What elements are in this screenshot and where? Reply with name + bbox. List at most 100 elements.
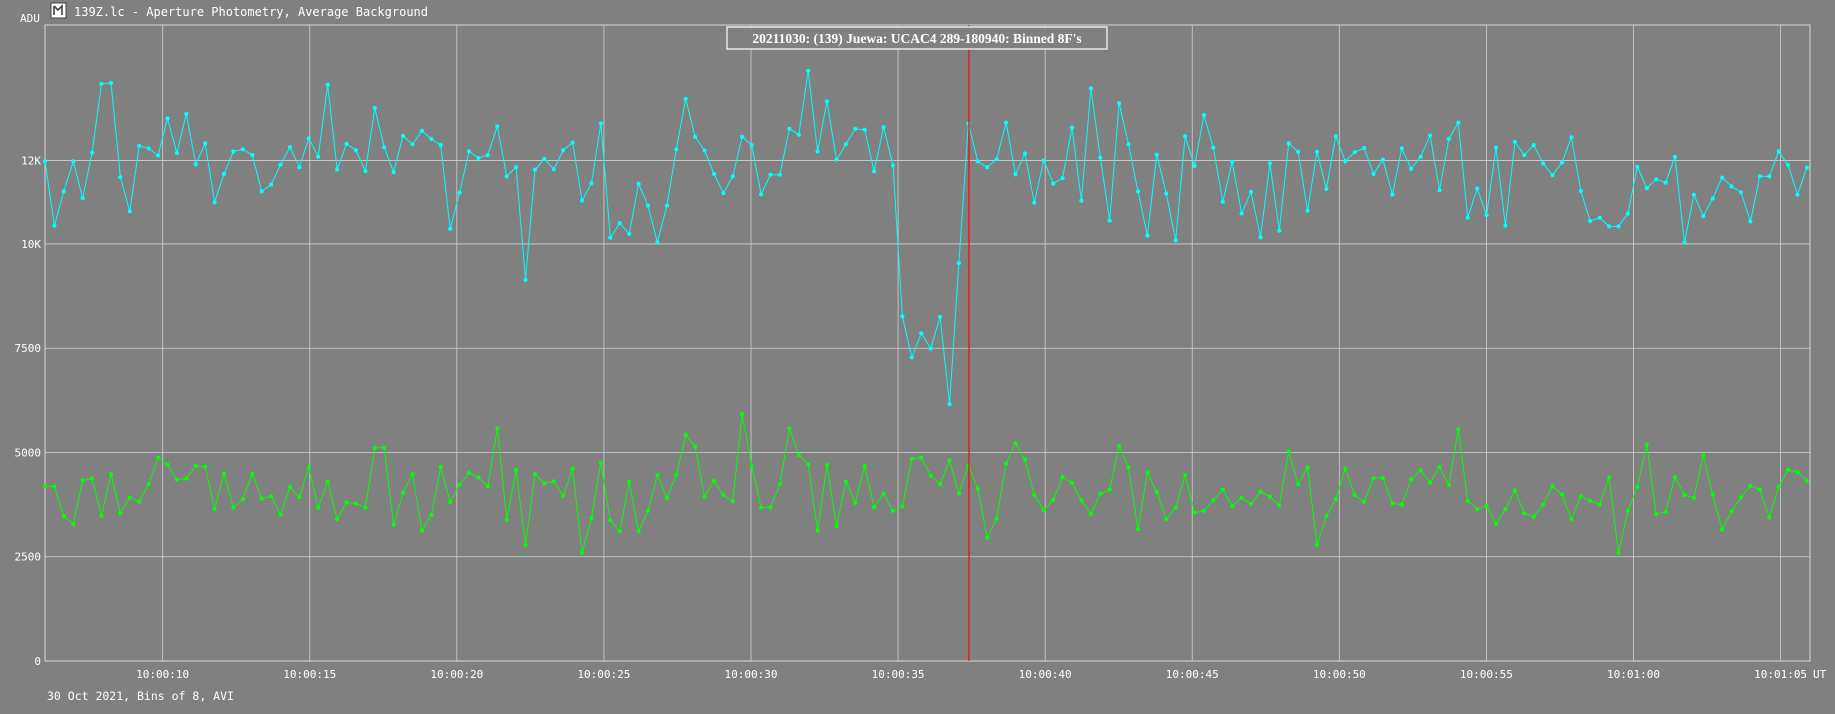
series-0 (42, 68, 1809, 407)
data-point (344, 500, 349, 505)
data-point (1531, 143, 1536, 148)
data-point (1173, 238, 1178, 243)
data-point (1051, 181, 1056, 186)
data-point (1258, 235, 1263, 240)
data-point (985, 165, 990, 170)
data-point (1682, 492, 1687, 498)
data-point (881, 491, 886, 496)
data-point (1512, 139, 1517, 144)
data-point (1616, 224, 1621, 229)
data-point (1767, 515, 1772, 520)
data-point (890, 508, 896, 513)
data-point (1559, 160, 1565, 165)
data-point (212, 506, 217, 511)
data-point (400, 133, 406, 138)
data-point (815, 528, 820, 533)
data-point (589, 181, 594, 186)
x-tick-label: 10:00:45 (1166, 668, 1219, 681)
data-point (1305, 465, 1310, 470)
data-point (1135, 527, 1141, 532)
y-tick-label: 12K (21, 155, 41, 168)
data-point (457, 482, 462, 487)
data-point (193, 162, 198, 167)
data-point (608, 518, 613, 523)
data-point (1710, 492, 1715, 497)
data-point (1607, 475, 1612, 480)
data-point (137, 499, 142, 504)
data-point (184, 111, 189, 116)
footer-caption: 30 Oct 2021, Bins of 8, AVI (47, 689, 234, 703)
data-point (674, 472, 679, 478)
x-tick-label: 10:00:40 (1019, 668, 1072, 681)
data-point (1230, 159, 1235, 164)
data-point (504, 174, 509, 179)
data-point (1032, 492, 1037, 498)
data-point (1475, 186, 1480, 191)
data-point (1352, 150, 1357, 155)
data-point (1154, 152, 1159, 157)
data-point (325, 479, 330, 484)
data-point (231, 505, 236, 510)
data-point (419, 128, 424, 133)
data-point (1644, 442, 1649, 447)
data-point (80, 478, 85, 483)
data-point (570, 466, 575, 471)
data-point (1776, 149, 1781, 154)
data-point (71, 159, 76, 164)
data-point (853, 126, 858, 131)
data-point (1004, 120, 1009, 125)
data-point (1541, 161, 1546, 166)
app-icon[interactable] (50, 2, 67, 19)
data-point (806, 68, 811, 73)
data-point (391, 522, 396, 527)
data-point (485, 484, 490, 489)
data-point (466, 149, 472, 154)
data-point (495, 124, 500, 129)
data-point (796, 132, 801, 137)
data-point (363, 505, 368, 510)
data-point (1060, 176, 1065, 181)
data-point (108, 472, 114, 477)
data-point (514, 165, 519, 170)
data-point (890, 163, 896, 168)
data-point (1013, 441, 1018, 446)
data-point (1418, 154, 1423, 159)
data-point (589, 515, 594, 521)
data-point (1663, 509, 1668, 515)
data-point (1757, 487, 1762, 492)
data-point (1456, 427, 1461, 432)
data-point (928, 346, 933, 351)
data-point (240, 147, 245, 152)
data-point (938, 314, 943, 319)
data-point (1512, 488, 1517, 493)
data-point (1277, 503, 1282, 508)
data-point (316, 154, 321, 159)
data-point (1503, 223, 1508, 228)
data-point (1022, 151, 1027, 156)
data-point (174, 150, 179, 156)
data-point (203, 464, 208, 469)
data-point (221, 471, 227, 476)
data-point (1748, 483, 1753, 488)
data-point (52, 223, 57, 228)
data-point (1069, 125, 1075, 130)
data-point (1418, 468, 1423, 473)
data-point (137, 143, 142, 148)
data-point (306, 136, 311, 141)
data-point (580, 550, 585, 555)
data-point (570, 140, 575, 145)
data-point (598, 121, 604, 126)
data-point (382, 445, 387, 450)
data-point (165, 462, 170, 467)
data-point (947, 402, 952, 407)
data-point (1691, 192, 1696, 197)
data-point (1522, 153, 1527, 158)
data-point (881, 125, 886, 130)
data-point (834, 524, 839, 529)
data-point (1531, 514, 1536, 519)
data-point (1569, 135, 1574, 140)
data-point (796, 452, 801, 458)
data-point (664, 203, 670, 208)
data-point (90, 476, 95, 481)
data-point (824, 99, 830, 104)
